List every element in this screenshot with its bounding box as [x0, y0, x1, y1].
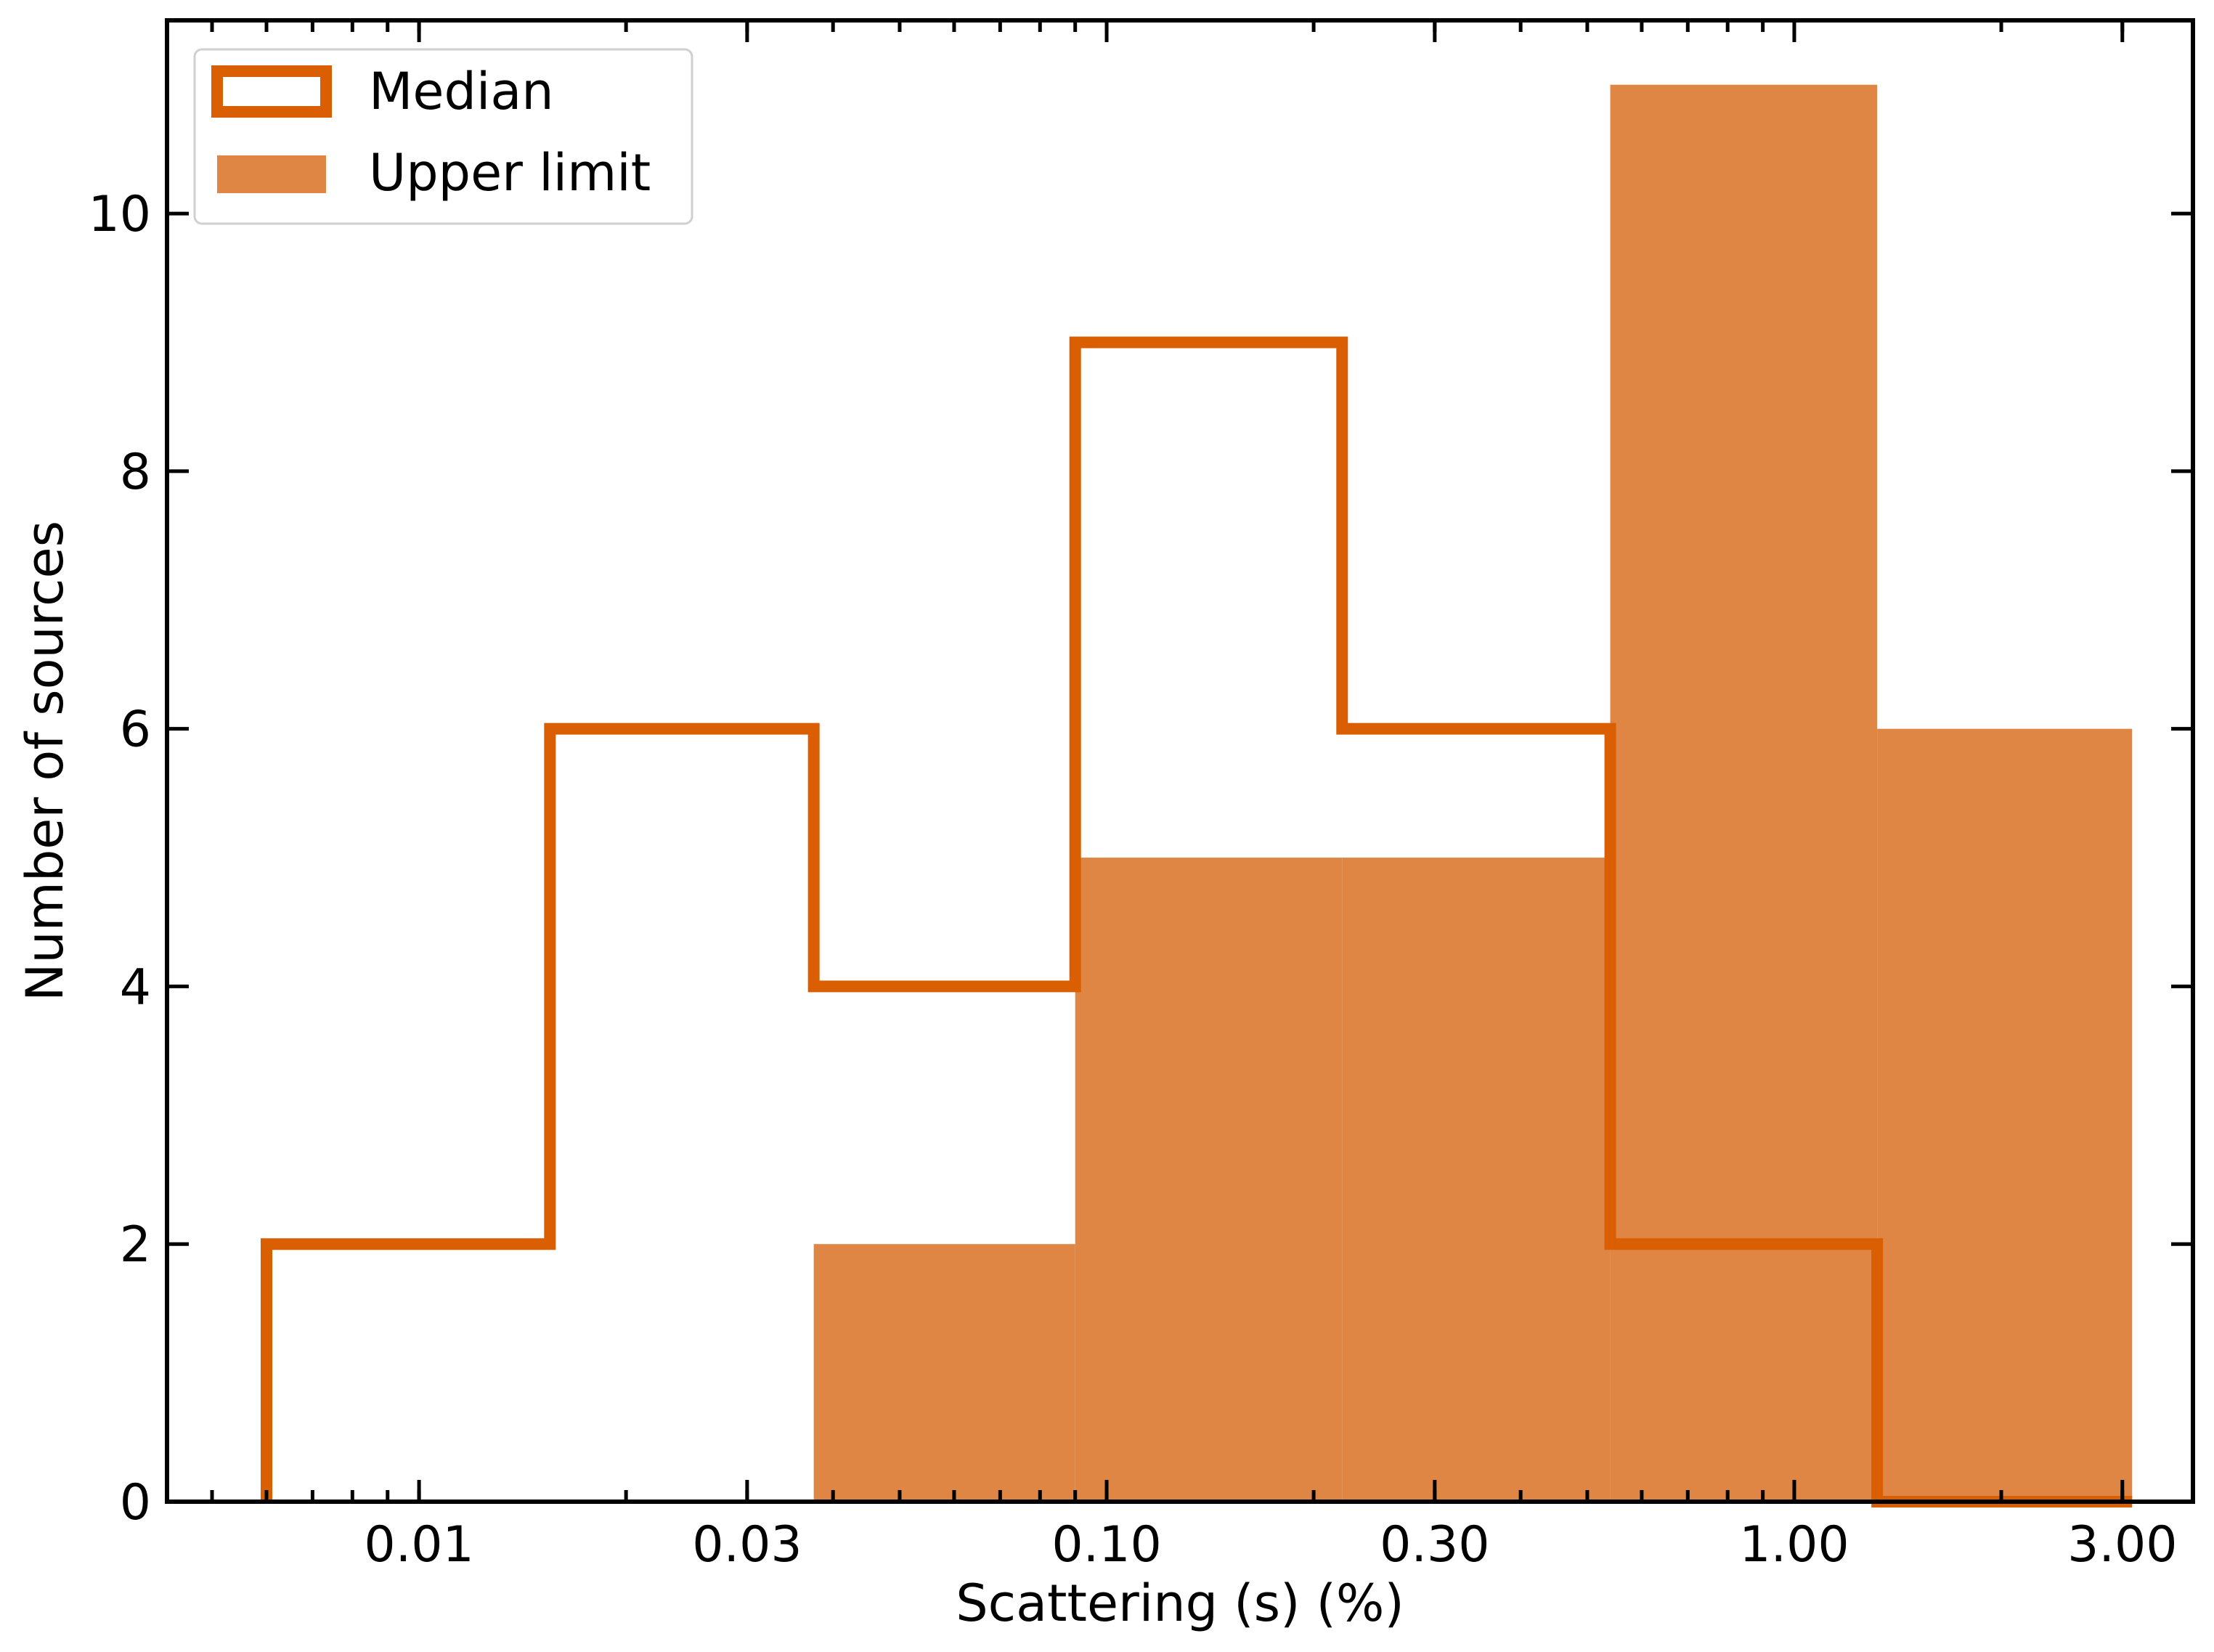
upper-limit-bar — [1342, 858, 1611, 1502]
x-tick-label: 0.10 — [1051, 1516, 1161, 1574]
upper-limit-bar — [813, 1244, 1075, 1502]
axis-ticks — [167, 20, 2193, 1504]
x-axis-title: Scattering (s) (%) — [956, 1574, 1404, 1633]
median-step-series — [261, 336, 2133, 1507]
y-axis-title: Number of sources — [15, 521, 75, 1001]
y-tick-label: 2 — [120, 1216, 151, 1274]
x-tick-label: 3.00 — [2067, 1516, 2177, 1574]
upper-limit-bar — [1877, 728, 2133, 1502]
upper-limit-bar — [1075, 858, 1343, 1502]
y-tick-label: 0 — [120, 1474, 151, 1531]
legend-label-median: Median — [369, 62, 554, 121]
legend-swatch-upper-limit — [217, 155, 326, 193]
y-tick-label: 4 — [120, 959, 151, 1016]
y-tick-label: 6 — [120, 701, 151, 759]
median-step-line — [261, 336, 2133, 1507]
axis-tick-labels: 0 2 4 6 8 10 0.01 0.03 0.10 0.30 1.00 3.00 — [88, 186, 2177, 1574]
legend-label-upper-limit: Upper limit — [369, 143, 651, 203]
upper-limit-bar — [1610, 84, 1878, 1502]
legend: Median Upper limit — [193, 48, 693, 225]
legend-swatch-median — [211, 65, 332, 118]
x-tick-label: 0.03 — [692, 1516, 802, 1574]
plot-frame — [165, 18, 2195, 1504]
x-tick-label: 1.00 — [1739, 1516, 1849, 1574]
y-tick-label: 8 — [120, 444, 151, 501]
y-tick-label: 10 — [88, 186, 151, 243]
upper-limit-bars — [813, 84, 2133, 1502]
x-tick-label: 0.30 — [1380, 1516, 1489, 1574]
x-tick-label: 0.01 — [364, 1516, 473, 1574]
